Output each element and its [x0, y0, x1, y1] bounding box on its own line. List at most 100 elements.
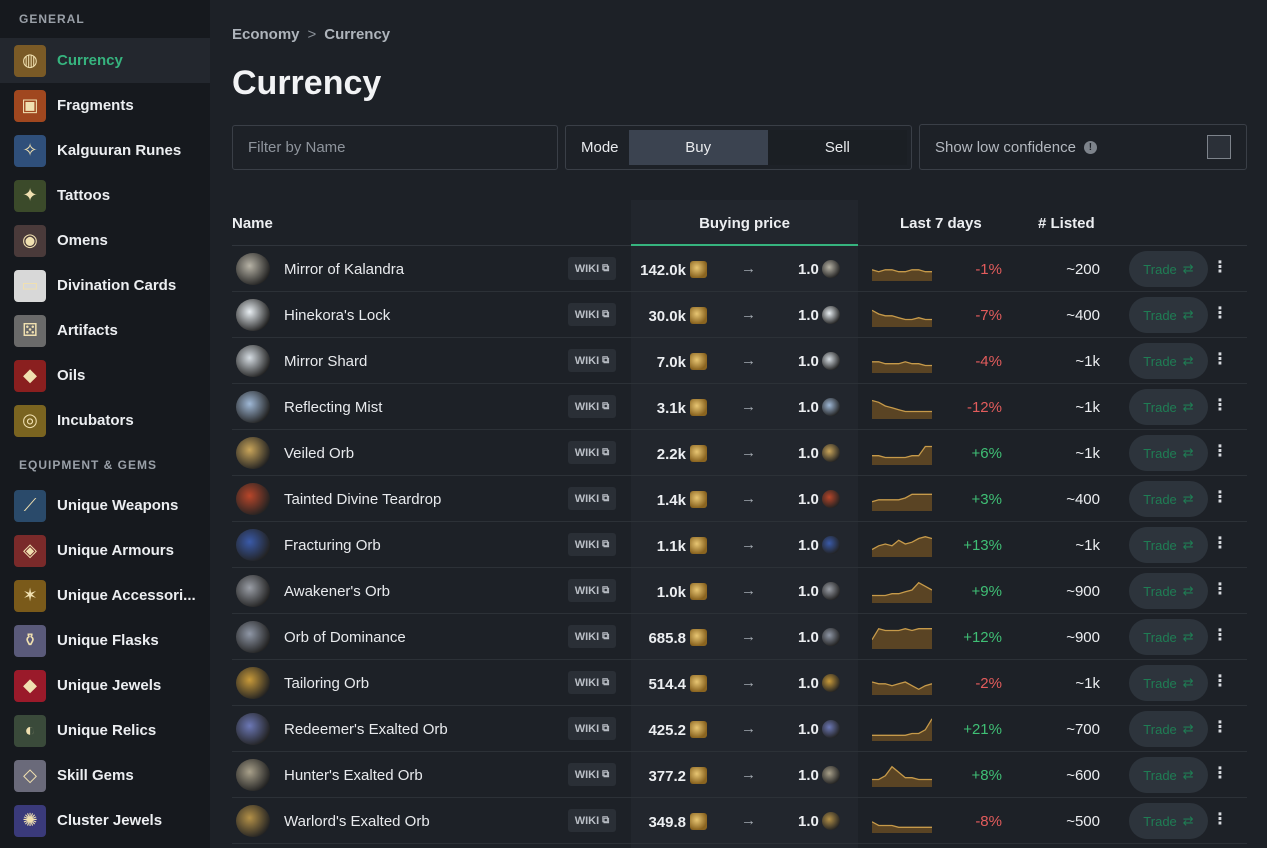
trade-button[interactable]: Trade ⇄ [1129, 573, 1208, 609]
item-name[interactable]: Awakener's Orb [284, 583, 390, 600]
info-icon[interactable]: ! [1083, 140, 1097, 154]
sidebar-item-unique-accessori[interactable]: ✶ Unique Accessori... [0, 573, 210, 618]
more-options-icon[interactable]: ⋮ [1212, 719, 1228, 736]
table-row[interactable]: Fracturing Orb WIKI ⧉ 1.1k → 1.0 +13% ~1k… [232, 522, 1247, 568]
header-listed[interactable]: # Listed [1038, 215, 1095, 232]
more-options-icon[interactable]: ⋮ [1212, 811, 1228, 828]
table-row[interactable]: Awakener's Orb WIKI ⧉ 1.0k → 1.0 +9% ~900… [232, 568, 1247, 614]
item-name[interactable]: Tainted Divine Teardrop [284, 491, 442, 508]
trade-button[interactable]: Trade ⇄ [1129, 343, 1208, 379]
item-name[interactable]: Redeemer's Exalted Orb [284, 721, 448, 738]
header-name[interactable]: Name [232, 215, 273, 232]
trade-button[interactable]: Trade ⇄ [1129, 251, 1208, 287]
item-name[interactable]: Hunter's Exalted Orb [284, 767, 423, 784]
item-name[interactable]: Fracturing Orb [284, 537, 381, 554]
trade-button[interactable]: Trade ⇄ [1129, 527, 1208, 563]
item-name[interactable]: Mirror Shard [284, 353, 368, 370]
trade-button[interactable]: Trade ⇄ [1129, 481, 1208, 517]
price-value: 30.0k [648, 308, 686, 325]
sidebar-item-unique-weapons[interactable]: ⟋ Unique Weapons [0, 483, 210, 528]
wiki-button[interactable]: WIKI ⧉ [568, 441, 616, 464]
wiki-button[interactable]: WIKI ⧉ [568, 671, 616, 694]
sidebar-item-unique-jewels[interactable]: ◆ Unique Jewels [0, 663, 210, 708]
more-options-icon[interactable]: ⋮ [1212, 351, 1228, 368]
wiki-button[interactable]: WIKI ⧉ [568, 625, 616, 648]
mode-sell-button[interactable]: Sell [767, 130, 907, 165]
more-options-icon[interactable]: ⋮ [1212, 535, 1228, 552]
wiki-button[interactable]: WIKI ⧉ [568, 533, 616, 556]
sidebar-item-artifacts[interactable]: ⚄ Artifacts [0, 308, 210, 353]
more-options-icon[interactable]: ⋮ [1212, 627, 1228, 644]
sidebar-item-tattoos[interactable]: ✦ Tattoos [0, 173, 210, 218]
low-confidence-label: Show low confidence [935, 138, 1076, 156]
sidebar-item-unique-armours[interactable]: ◈ Unique Armours [0, 528, 210, 573]
jewel-icon: ◆ [14, 669, 46, 702]
wiki-button[interactable]: WIKI ⧉ [568, 349, 616, 372]
filter-input[interactable] [232, 125, 558, 170]
more-options-icon[interactable]: ⋮ [1212, 397, 1228, 414]
table-row[interactable]: Reflecting Mist WIKI ⧉ 3.1k → 1.0 -12% ~1… [232, 384, 1247, 430]
trade-button[interactable]: Trade ⇄ [1129, 389, 1208, 425]
sidebar-item-unique-flasks[interactable]: ⚱ Unique Flasks [0, 618, 210, 663]
sidebar-item-kalguuran-runes[interactable]: ✧ Kalguuran Runes [0, 128, 210, 173]
more-options-icon[interactable]: ⋮ [1212, 443, 1228, 460]
sidebar-item-oils[interactable]: ◆ Oils [0, 353, 210, 398]
trade-button[interactable]: Trade ⇄ [1129, 803, 1208, 839]
item-name[interactable]: Hinekora's Lock [284, 307, 391, 324]
table-row[interactable]: Hinekora's Lock WIKI ⧉ 30.0k → 1.0 -7% ~4… [232, 292, 1247, 338]
table-row[interactable]: Tainted Divine Teardrop WIKI ⧉ 1.4k → 1.0… [232, 476, 1247, 522]
more-options-icon[interactable]: ⋮ [1212, 489, 1228, 506]
breadcrumb-economy[interactable]: Economy [232, 26, 300, 43]
item-name[interactable]: Veiled Orb [284, 445, 355, 462]
trade-button[interactable]: Trade ⇄ [1129, 619, 1208, 655]
mode-buy-button[interactable]: Buy [628, 130, 768, 165]
table-row[interactable]: Mirror of Kalandra WIKI ⧉ 142.0k → 1.0 -1… [232, 246, 1247, 292]
trade-button[interactable]: Trade ⇄ [1129, 665, 1208, 701]
more-options-icon[interactable]: ⋮ [1212, 305, 1228, 322]
breadcrumb-currency[interactable]: Currency [324, 26, 391, 43]
trade-button[interactable]: Trade ⇄ [1129, 435, 1208, 471]
table-row[interactable]: Orb of Dominance WIKI ⧉ 685.8 → 1.0 +12% … [232, 614, 1247, 660]
sidebar-item-divination-cards[interactable]: ▭ Divination Cards [0, 263, 210, 308]
more-options-icon[interactable]: ⋮ [1212, 673, 1228, 690]
item-name[interactable]: Reflecting Mist [284, 399, 383, 416]
mode-label: Mode [581, 139, 619, 156]
item-name[interactable]: Warlord's Exalted Orb [284, 813, 430, 830]
sidebar-item-unique-relics[interactable]: ◐ Unique Relics [0, 708, 210, 753]
wiki-button[interactable]: WIKI ⧉ [568, 717, 616, 740]
sidebar-item-currency[interactable]: ◍ Currency [0, 38, 210, 83]
table-row[interactable]: Hunter's Exalted Orb WIKI ⧉ 377.2 → 1.0 +… [232, 752, 1247, 798]
wiki-button[interactable]: WIKI ⧉ [568, 809, 616, 832]
table-row[interactable]: Warlord's Exalted Orb WIKI ⧉ 349.8 → 1.0 … [232, 798, 1247, 844]
listed-count: ~600 [1066, 767, 1100, 784]
trade-button[interactable]: Trade ⇄ [1129, 757, 1208, 793]
sidebar-item-skill-gems[interactable]: ◇ Skill Gems [0, 753, 210, 798]
table-row[interactable]: Mirror Shard WIKI ⧉ 7.0k → 1.0 -4% ~1k Tr… [232, 338, 1247, 384]
sidebar-item-fragments[interactable]: ▣ Fragments [0, 83, 210, 128]
swap-icon: ⇄ [1182, 491, 1194, 506]
item-name[interactable]: Tailoring Orb [284, 675, 370, 692]
sidebar-item-label: Unique Relics [57, 722, 157, 739]
sidebar-item-incubators[interactable]: ◎ Incubators [0, 398, 210, 443]
wiki-button[interactable]: WIKI ⧉ [568, 395, 616, 418]
wiki-button[interactable]: WIKI ⧉ [568, 257, 616, 280]
trade-button[interactable]: Trade ⇄ [1129, 711, 1208, 747]
table-row[interactable]: Redeemer's Exalted Orb WIKI ⧉ 425.2 → 1.0… [232, 706, 1247, 752]
wiki-button[interactable]: WIKI ⧉ [568, 487, 616, 510]
wiki-button[interactable]: WIKI ⧉ [568, 763, 616, 786]
more-options-icon[interactable]: ⋮ [1212, 581, 1228, 598]
wiki-button[interactable]: WIKI ⧉ [568, 579, 616, 602]
item-name[interactable]: Mirror of Kalandra [284, 261, 405, 278]
sidebar-item-omens[interactable]: ◉ Omens [0, 218, 210, 263]
trade-button[interactable]: Trade ⇄ [1129, 297, 1208, 333]
table-row[interactable]: Tailoring Orb WIKI ⧉ 514.4 → 1.0 -2% ~1k … [232, 660, 1247, 706]
wiki-button[interactable]: WIKI ⧉ [568, 303, 616, 326]
sidebar-item-cluster-jewels[interactable]: ✺ Cluster Jewels [0, 798, 210, 843]
low-confidence-checkbox[interactable] [1207, 135, 1231, 159]
more-options-icon[interactable]: ⋮ [1212, 259, 1228, 276]
table-row[interactable]: Veiled Orb WIKI ⧉ 2.2k → 1.0 +6% ~1k Trad… [232, 430, 1247, 476]
item-name[interactable]: Orb of Dominance [284, 629, 406, 646]
header-buying-price[interactable]: Buying price [699, 215, 790, 232]
header-last-7-days[interactable]: Last 7 days [900, 215, 982, 232]
more-options-icon[interactable]: ⋮ [1212, 765, 1228, 782]
